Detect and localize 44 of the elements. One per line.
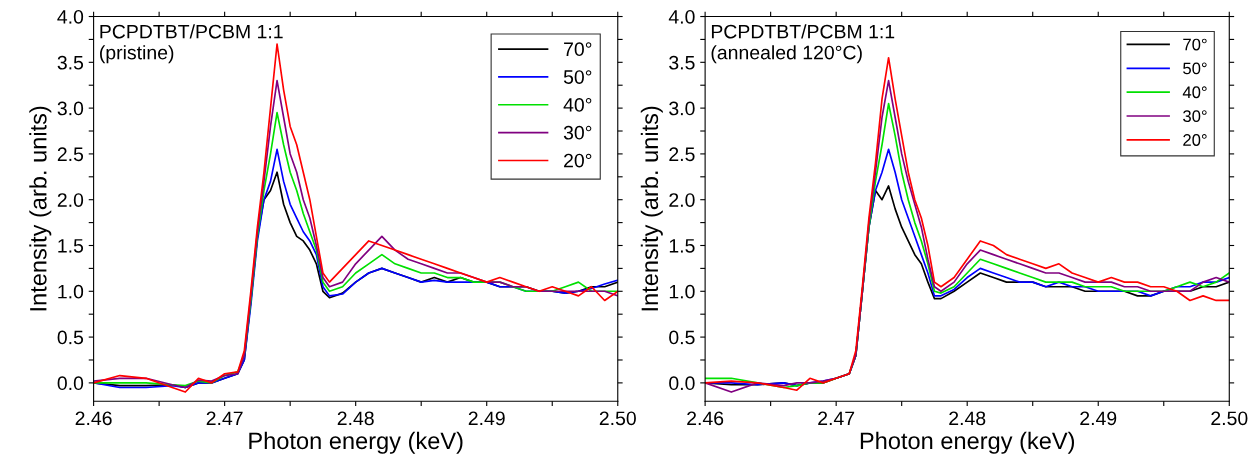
x-tick-label: 2.47 [206, 411, 243, 426]
annotation: PCPDTBT/PCBM 1:1 (pristine) [100, 24, 283, 64]
y-tick-label: 4.0 [57, 9, 84, 24]
x-tick-label: 2.46 [75, 411, 112, 426]
y-tick-label: 3.5 [57, 55, 84, 70]
y-tick-label: 0.0 [669, 376, 695, 391]
legend-label: 50° [1183, 62, 1207, 75]
legend-label: 70° [564, 42, 592, 57]
y-tick-label: 2.0 [57, 193, 84, 207]
legend-label: 40° [1182, 86, 1207, 99]
y-tick-label: 2.0 [669, 193, 695, 207]
y-tick-label: 3.0 [669, 101, 695, 116]
x-axis-title: Photon energy (keV) [860, 431, 1075, 454]
y-tick-label: 0.0 [57, 376, 84, 391]
annotation: PCPDTBT/PCBM 1:1 (annealed 120°C) [711, 24, 895, 64]
legend-label: 40° [563, 98, 592, 112]
y-tick-label: 2.5 [57, 147, 84, 162]
y-tick-label: 4.0 [668, 9, 695, 24]
x-tick-label: 2.49 [468, 411, 505, 426]
y-tick-label: 0.5 [669, 330, 695, 345]
x-tick-label: 2.50 [599, 411, 636, 426]
y-tick-label: 2.5 [669, 147, 695, 162]
legend-label: 20° [564, 153, 592, 168]
x-tick-label: 2.49 [1080, 411, 1117, 426]
y-tick-label: 3.5 [669, 55, 695, 70]
y-tick-label: 3.0 [57, 101, 84, 116]
y-tick-label: 1.0 [58, 284, 84, 299]
x-tick-label: 2.50 [1211, 411, 1248, 426]
y-tick-label: 0.5 [57, 330, 84, 345]
x-tick-label: 2.48 [337, 411, 374, 426]
legend-label: 30° [563, 125, 592, 140]
y-tick-label: 1.5 [58, 239, 84, 253]
y-axis-title: Intensity (arb. units) [640, 106, 663, 311]
y-axis-title: Intensity (arb. units) [29, 106, 52, 311]
y-tick-label: 1.5 [669, 239, 695, 253]
y-tick-label: 1.0 [669, 284, 695, 299]
legend-label: 30° [1183, 110, 1207, 123]
legend-label: 70° [1183, 38, 1207, 51]
x-axis-title: Photon energy (keV) [249, 431, 463, 454]
legend-label: 20° [1183, 134, 1207, 146]
legend-label: 50° [563, 70, 592, 84]
x-tick-label: 2.46 [687, 411, 724, 426]
x-tick-label: 2.48 [949, 411, 986, 426]
x-tick-label: 2.47 [818, 411, 855, 426]
